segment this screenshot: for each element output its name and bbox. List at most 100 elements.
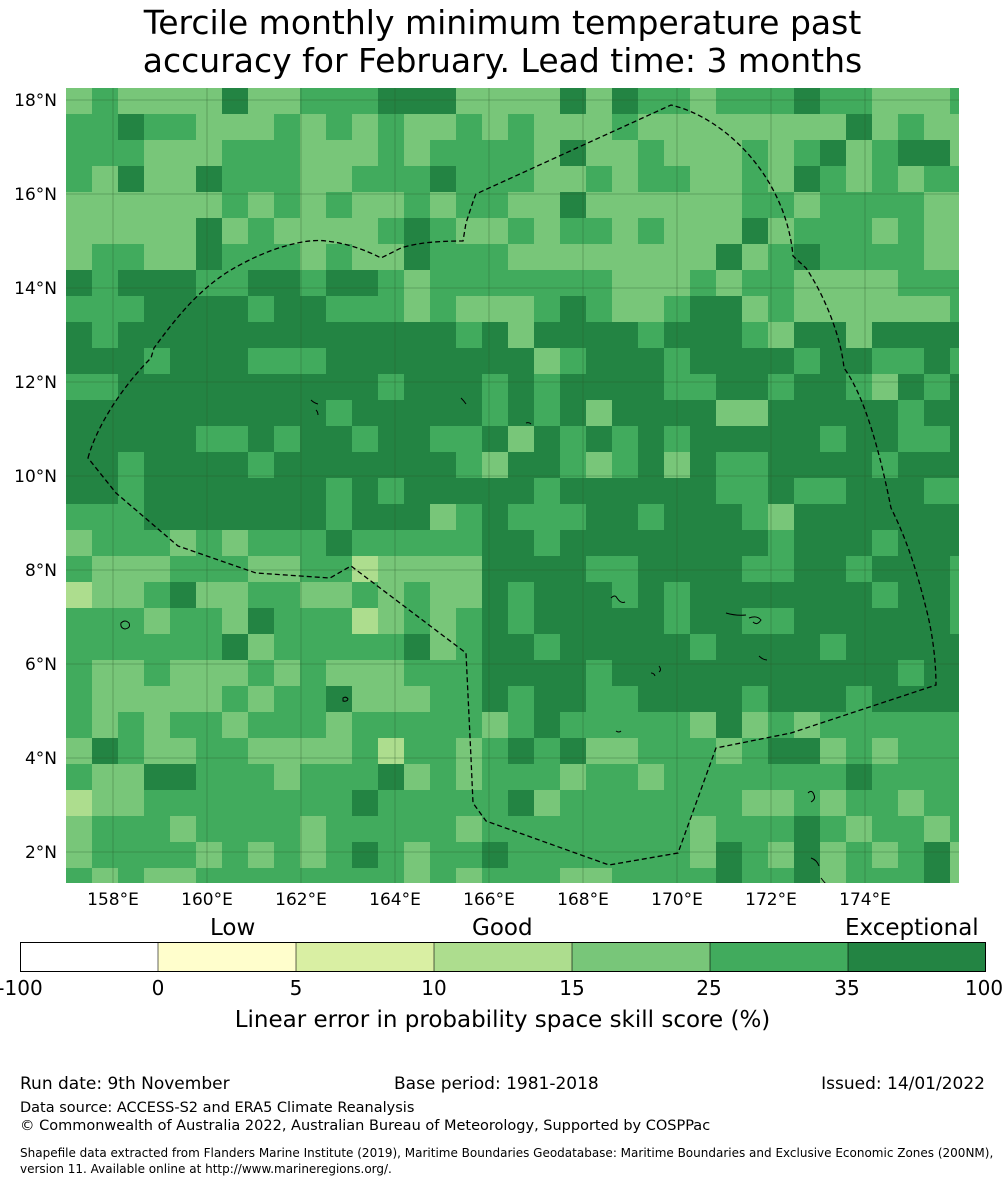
skill-cell xyxy=(742,322,768,348)
skill-cell xyxy=(274,296,300,322)
skill-cell xyxy=(144,712,170,738)
skill-cell xyxy=(846,348,872,374)
latitude-label: 2°N xyxy=(24,843,57,863)
skill-cell xyxy=(560,244,586,270)
skill-cell xyxy=(430,322,456,348)
skill-cell xyxy=(768,764,794,790)
skill-cell xyxy=(326,166,352,192)
skill-cell xyxy=(638,504,664,530)
skill-cell xyxy=(820,764,846,790)
skill-cell xyxy=(742,582,768,608)
skill-cell xyxy=(612,738,638,764)
skill-cell xyxy=(196,478,222,504)
skill-cell xyxy=(690,218,716,244)
colorbar-tick-label: 25 xyxy=(696,976,722,1000)
skill-cell xyxy=(742,816,768,842)
skill-cell xyxy=(456,166,482,192)
skill-cell xyxy=(846,816,872,842)
skill-cell xyxy=(170,88,196,114)
skill-cell xyxy=(196,556,222,582)
skill-cell xyxy=(274,764,300,790)
skill-cell xyxy=(638,686,664,712)
skill-cell xyxy=(404,140,430,166)
skill-cell xyxy=(508,270,534,296)
skill-cell xyxy=(690,88,716,114)
skill-cell xyxy=(300,868,326,883)
skill-cell xyxy=(248,660,274,686)
skill-cell xyxy=(846,712,872,738)
skill-cell xyxy=(768,348,794,374)
skill-cell xyxy=(560,660,586,686)
skill-cell xyxy=(534,426,560,452)
skill-cell xyxy=(300,140,326,166)
skill-cell xyxy=(716,192,742,218)
skill-cell xyxy=(924,218,950,244)
skill-cell xyxy=(690,374,716,400)
skill-cell xyxy=(846,764,872,790)
island-outline xyxy=(725,612,762,625)
skill-cell xyxy=(196,790,222,816)
skill-cell xyxy=(950,322,959,348)
skill-cell xyxy=(508,348,534,374)
skill-cell xyxy=(300,582,326,608)
skill-cell xyxy=(664,452,690,478)
skill-cell xyxy=(222,842,248,868)
skill-cell xyxy=(508,374,534,400)
skill-cell xyxy=(118,712,144,738)
skill-cell xyxy=(950,556,959,582)
skill-cell xyxy=(274,712,300,738)
skill-cell xyxy=(820,140,846,166)
skill-cell xyxy=(560,374,586,400)
skill-cell xyxy=(430,348,456,374)
skill-score-map xyxy=(66,88,959,883)
skill-cell xyxy=(716,764,742,790)
skill-cell xyxy=(898,868,924,883)
skill-cell xyxy=(898,790,924,816)
skill-cell xyxy=(586,452,612,478)
skill-cell xyxy=(716,478,742,504)
skill-cell xyxy=(222,504,248,530)
skill-cell xyxy=(768,296,794,322)
skill-cell xyxy=(352,426,378,452)
skill-cell xyxy=(144,114,170,140)
skill-cell xyxy=(170,556,196,582)
skill-cell xyxy=(768,712,794,738)
skill-cell xyxy=(664,296,690,322)
skill-cell xyxy=(300,842,326,868)
skill-cell xyxy=(352,166,378,192)
base-period-text: Base period: 1981-2018 xyxy=(394,1074,599,1094)
skill-cell xyxy=(742,270,768,296)
skill-cell xyxy=(690,322,716,348)
skill-cell xyxy=(950,530,959,556)
skill-cell xyxy=(274,114,300,140)
skill-cell xyxy=(144,400,170,426)
skill-cell xyxy=(716,712,742,738)
skill-cell xyxy=(638,478,664,504)
skill-cell xyxy=(248,504,274,530)
skill-cell xyxy=(274,166,300,192)
skill-cell xyxy=(66,88,92,114)
skill-cell xyxy=(144,842,170,868)
skill-cell xyxy=(690,634,716,660)
skill-cell xyxy=(482,790,508,816)
skill-cell xyxy=(768,452,794,478)
skill-cell xyxy=(560,426,586,452)
skill-cell xyxy=(586,816,612,842)
skill-cell xyxy=(300,114,326,140)
skill-cell xyxy=(820,244,846,270)
skill-cell xyxy=(144,322,170,348)
skill-cell xyxy=(66,582,92,608)
graticule-lines xyxy=(66,88,959,883)
skill-cell xyxy=(352,816,378,842)
skill-cell xyxy=(898,348,924,374)
skill-cell xyxy=(794,504,820,530)
skill-cell xyxy=(586,790,612,816)
skill-cell xyxy=(170,270,196,296)
skill-cell xyxy=(482,166,508,192)
skill-cell xyxy=(664,400,690,426)
skill-cell xyxy=(690,478,716,504)
skill-cell xyxy=(66,244,92,270)
skill-cell xyxy=(352,322,378,348)
skill-cell xyxy=(664,582,690,608)
skill-cell xyxy=(92,452,118,478)
